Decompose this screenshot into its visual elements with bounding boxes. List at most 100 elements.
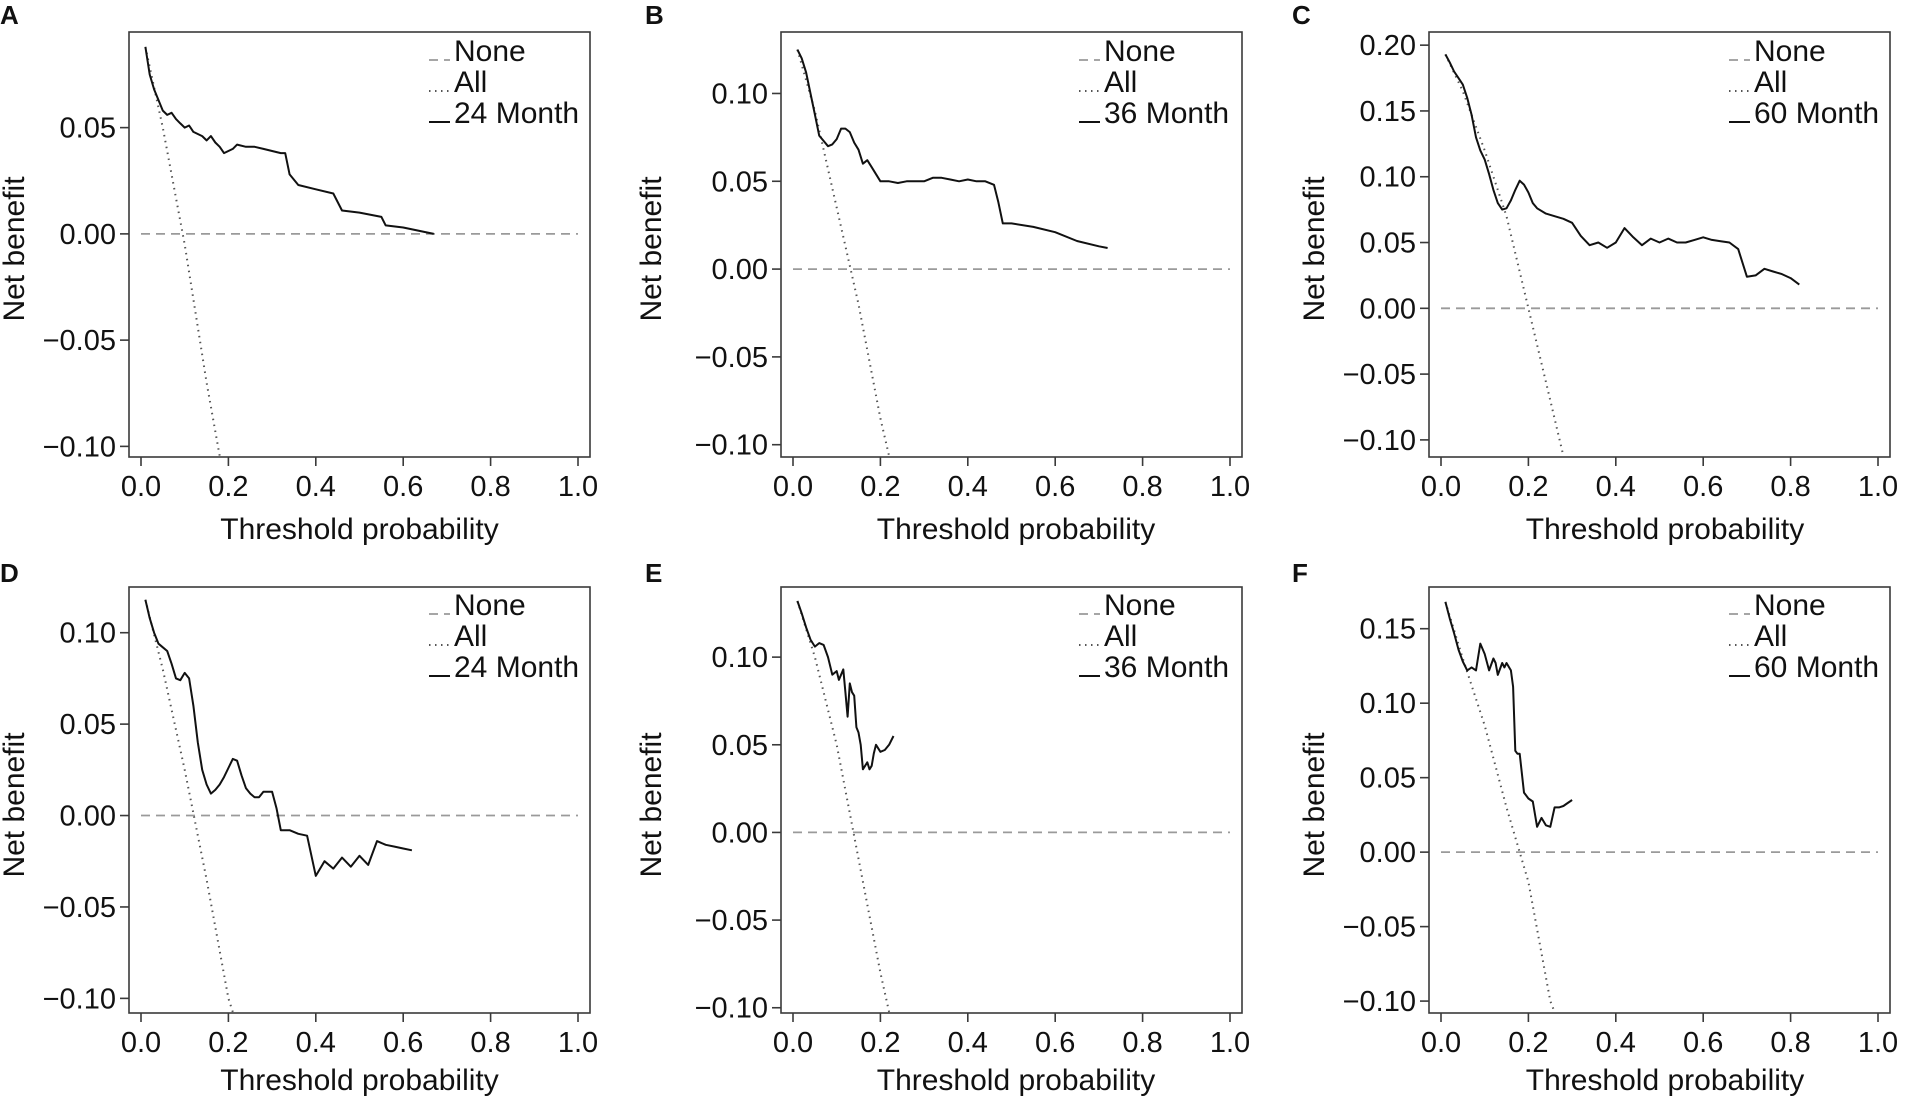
x-tick-label: 0.4 xyxy=(296,471,336,503)
legend-label: None xyxy=(1104,35,1176,68)
legend-label: All xyxy=(1104,620,1137,653)
plot-frame xyxy=(128,586,591,1014)
axis-ticks: 0.0 0.2 0.4 0.6 0.8 1.0 0.10 0.05 0.00 −0.05 −0.10 xyxy=(43,618,599,1059)
panel-c: C 0.0 0.2 0.4 0.6 0.8 1.0 0.20 0.15 0.10 0.05 0.00… xyxy=(1292,0,1898,546)
x-axis-title: Threshold probability xyxy=(1526,1064,1804,1097)
panel-letter: B xyxy=(645,0,664,30)
x-tick-label: 0.0 xyxy=(773,1027,813,1059)
x-tick-label: 0.8 xyxy=(1770,1027,1810,1059)
plot-frame xyxy=(1428,31,1891,458)
y-tick-label: −0.10 xyxy=(695,430,768,462)
y-tick-label: 0.00 xyxy=(60,801,116,833)
series-line-all xyxy=(144,599,234,1013)
y-tick-label: 0.00 xyxy=(1360,837,1416,869)
y-tick-label: 0.10 xyxy=(712,642,768,674)
x-tick-label: 0.6 xyxy=(1035,1027,1075,1059)
x-tick-label: 0.0 xyxy=(1421,471,1461,503)
x-tick-label: 0.0 xyxy=(1421,1027,1461,1059)
axis-ticks: 0.0 0.2 0.4 0.6 0.8 1.0 0.10 0.05 0.00 −0.05 −0.10 xyxy=(695,78,1251,503)
x-axis-title: Threshold probability xyxy=(877,1064,1155,1097)
x-tick-label: 0.0 xyxy=(121,471,161,503)
x-tick-label: 1.0 xyxy=(1210,471,1250,503)
series-line-all xyxy=(796,49,891,457)
y-tick-label: −0.05 xyxy=(695,905,768,937)
y-tick-label: −0.10 xyxy=(695,993,768,1025)
axis-ticks: 0.0 0.2 0.4 0.6 0.8 1.0 0.05 0.00 −0.05 −0.10 xyxy=(43,113,599,503)
x-tick-label: 1.0 xyxy=(1210,1027,1250,1059)
y-tick-label: 0.00 xyxy=(60,219,116,251)
x-axis-title: Threshold probability xyxy=(220,513,498,546)
y-tick-label: −0.05 xyxy=(1343,359,1416,391)
y-tick-label: 0.20 xyxy=(1360,30,1416,62)
y-tick-label: 0.05 xyxy=(60,709,116,741)
y-tick-label: 0.15 xyxy=(1360,614,1416,646)
x-tick-label: 0.2 xyxy=(860,471,900,503)
x-tick-label: 0.2 xyxy=(208,1027,248,1059)
y-tick-label: 0.00 xyxy=(712,254,768,286)
x-tick-label: 0.2 xyxy=(1508,1027,1548,1059)
legend-label: All xyxy=(1104,66,1137,99)
series-line-model xyxy=(144,599,413,877)
axis-ticks: 0.0 0.2 0.4 0.6 0.8 1.0 0.15 0.10 0.05 0.00 −0.05 −… xyxy=(1343,614,1899,1059)
x-tick-label: 1.0 xyxy=(558,1027,598,1059)
y-tick-label: −0.05 xyxy=(43,325,116,357)
x-tick-label: 0.8 xyxy=(470,471,510,503)
y-tick-label: 0.10 xyxy=(60,618,116,650)
x-tick-label: 0.6 xyxy=(1035,471,1075,503)
legend-label: None xyxy=(454,35,526,68)
y-axis-title: Net benefit xyxy=(635,732,668,878)
x-tick-label: 0.4 xyxy=(948,471,988,503)
legend-label: None xyxy=(1754,35,1826,68)
series-line-model xyxy=(796,600,895,771)
series-line-all xyxy=(1444,53,1565,457)
legend-label: 60 Month xyxy=(1754,651,1879,684)
plot-frame xyxy=(1428,586,1891,1014)
y-axis-title: Net benefit xyxy=(635,176,668,322)
y-tick-label: 0.10 xyxy=(1360,688,1416,720)
x-tick-label: 0.8 xyxy=(470,1027,510,1059)
y-tick-label: −0.10 xyxy=(1343,986,1416,1018)
panel-letter: D xyxy=(0,558,19,588)
x-tick-label: 0.2 xyxy=(860,1027,900,1059)
x-axis-title: Threshold probability xyxy=(877,513,1155,546)
x-tick-label: 0.4 xyxy=(1596,1027,1636,1059)
y-tick-label: −0.10 xyxy=(43,983,116,1015)
plot-frame xyxy=(780,31,1243,458)
y-tick-label: 0.05 xyxy=(712,730,768,762)
series-line-model xyxy=(144,46,435,235)
x-tick-label: 1.0 xyxy=(558,471,598,503)
x-tick-label: 0.8 xyxy=(1122,1027,1162,1059)
x-tick-label: 0.4 xyxy=(1596,471,1636,503)
axis-ticks: 0.0 0.2 0.4 0.6 0.8 1.0 0.20 0.15 0.10 0.05 0.00 −0… xyxy=(1343,30,1899,503)
x-tick-label: 0.6 xyxy=(383,1027,423,1059)
y-axis-title: Net benefit xyxy=(1298,732,1331,878)
x-tick-label: 0.2 xyxy=(1508,471,1548,503)
x-axis-title: Threshold probability xyxy=(220,1064,498,1097)
legend-label: 36 Month xyxy=(1104,97,1229,130)
x-axis-title: Threshold probability xyxy=(1526,513,1804,546)
x-tick-label: 0.6 xyxy=(1683,471,1723,503)
panel-letter: E xyxy=(645,558,662,588)
series-line-all xyxy=(144,46,221,457)
x-tick-label: 0.4 xyxy=(948,1027,988,1059)
y-tick-label: −0.05 xyxy=(1343,912,1416,944)
x-tick-label: 1.0 xyxy=(1858,471,1898,503)
legend-label: All xyxy=(1754,620,1787,653)
legend-label: 24 Month xyxy=(454,651,579,684)
panel-e: E 0.0 0.2 0.4 0.6 0.8 1.0 0.10 0.05 0.00 −0.05 −0.… xyxy=(635,558,1250,1097)
legend-label: All xyxy=(1754,66,1787,99)
y-tick-label: 0.00 xyxy=(1360,293,1416,325)
series-line-all xyxy=(1444,601,1556,1013)
x-tick-label: 1.0 xyxy=(1858,1027,1898,1059)
y-tick-label: −0.05 xyxy=(43,892,116,924)
y-tick-label: 0.05 xyxy=(1360,763,1416,795)
y-tick-label: 0.15 xyxy=(1360,96,1416,128)
y-tick-label: −0.05 xyxy=(695,342,768,374)
panel-b: B 0.0 0.2 0.4 0.6 0.8 1.0 0.10 0.05 0.00 −0.05 −0.… xyxy=(635,0,1250,546)
y-tick-label: −0.10 xyxy=(1343,425,1416,457)
x-tick-label: 0.0 xyxy=(121,1027,161,1059)
